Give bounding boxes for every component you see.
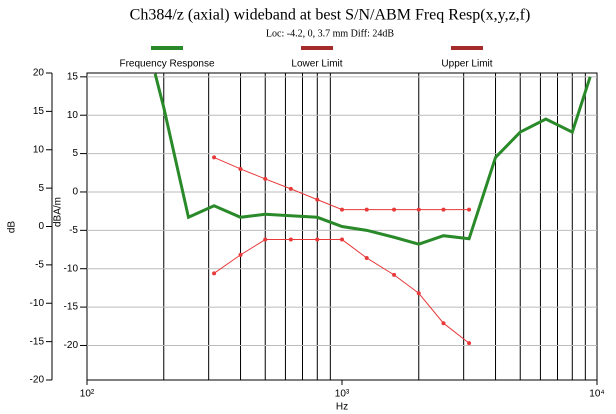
- legend-swatch: [151, 46, 183, 50]
- y-tick-label: 10: [33, 144, 45, 155]
- y-tick-label: 0: [38, 221, 44, 232]
- series-marker: [263, 237, 268, 242]
- y-tick-label: -10: [30, 298, 45, 309]
- chart-title: Ch384/z (axial) wideband at best S/N/ABM…: [130, 7, 531, 24]
- series-marker: [441, 207, 446, 212]
- series-marker: [238, 252, 243, 257]
- series-marker: [263, 176, 268, 181]
- y-tick-label: 15: [33, 106, 45, 117]
- series-marker: [315, 197, 320, 202]
- series-marker: [467, 207, 472, 212]
- y-tick-label: -15: [30, 336, 45, 347]
- y2-axis-label: dBA/m: [53, 197, 64, 227]
- series-marker: [288, 237, 293, 242]
- series-marker: [364, 207, 369, 212]
- series-marker: [238, 166, 243, 171]
- series-marker: [416, 291, 421, 296]
- x-tick-label: 10²: [80, 389, 95, 400]
- series-marker: [288, 186, 293, 191]
- y2-tick-label: -10: [64, 263, 79, 274]
- legend-label: Upper Limit: [441, 59, 492, 70]
- series-marker: [441, 321, 446, 326]
- y2-tick-label: 15: [67, 71, 79, 82]
- y2-tick-label: -5: [69, 225, 78, 236]
- series-marker: [467, 341, 472, 346]
- y2-tick-label: -15: [64, 302, 79, 313]
- series-marker: [340, 207, 344, 212]
- x-axis-label: Hz: [336, 402, 348, 413]
- y-tick-label: 5: [38, 183, 44, 194]
- series-marker: [364, 255, 369, 260]
- series-marker: [340, 237, 344, 242]
- y2-tick-label: 5: [72, 148, 78, 159]
- legend-label: Lower Limit: [291, 59, 342, 70]
- x-tick-label: 10⁴: [589, 389, 604, 400]
- series-marker: [212, 271, 217, 276]
- series-marker: [315, 237, 320, 242]
- y2-tick-label: 0: [72, 187, 78, 198]
- legend-swatch: [301, 46, 333, 50]
- series-marker: [416, 207, 421, 212]
- chart-subtitle: Loc: -4.2, 0, 3.7 mm Diff: 24dB: [266, 28, 394, 39]
- legend-label: Frequency Response: [119, 59, 214, 70]
- y-tick-label: -20: [30, 375, 45, 386]
- y2-tick-label: 10: [67, 110, 79, 121]
- series-marker: [212, 155, 217, 160]
- series-marker: [392, 272, 397, 277]
- y-tick-label: -5: [35, 260, 44, 271]
- series-line: [153, 73, 592, 246]
- y-axis-label: dB: [7, 221, 18, 234]
- legend-swatch: [451, 46, 483, 50]
- x-tick-label: 10³: [335, 389, 350, 400]
- y2-tick-label: -20: [64, 340, 79, 351]
- series-marker: [392, 207, 397, 212]
- y-tick-label: 20: [33, 68, 45, 79]
